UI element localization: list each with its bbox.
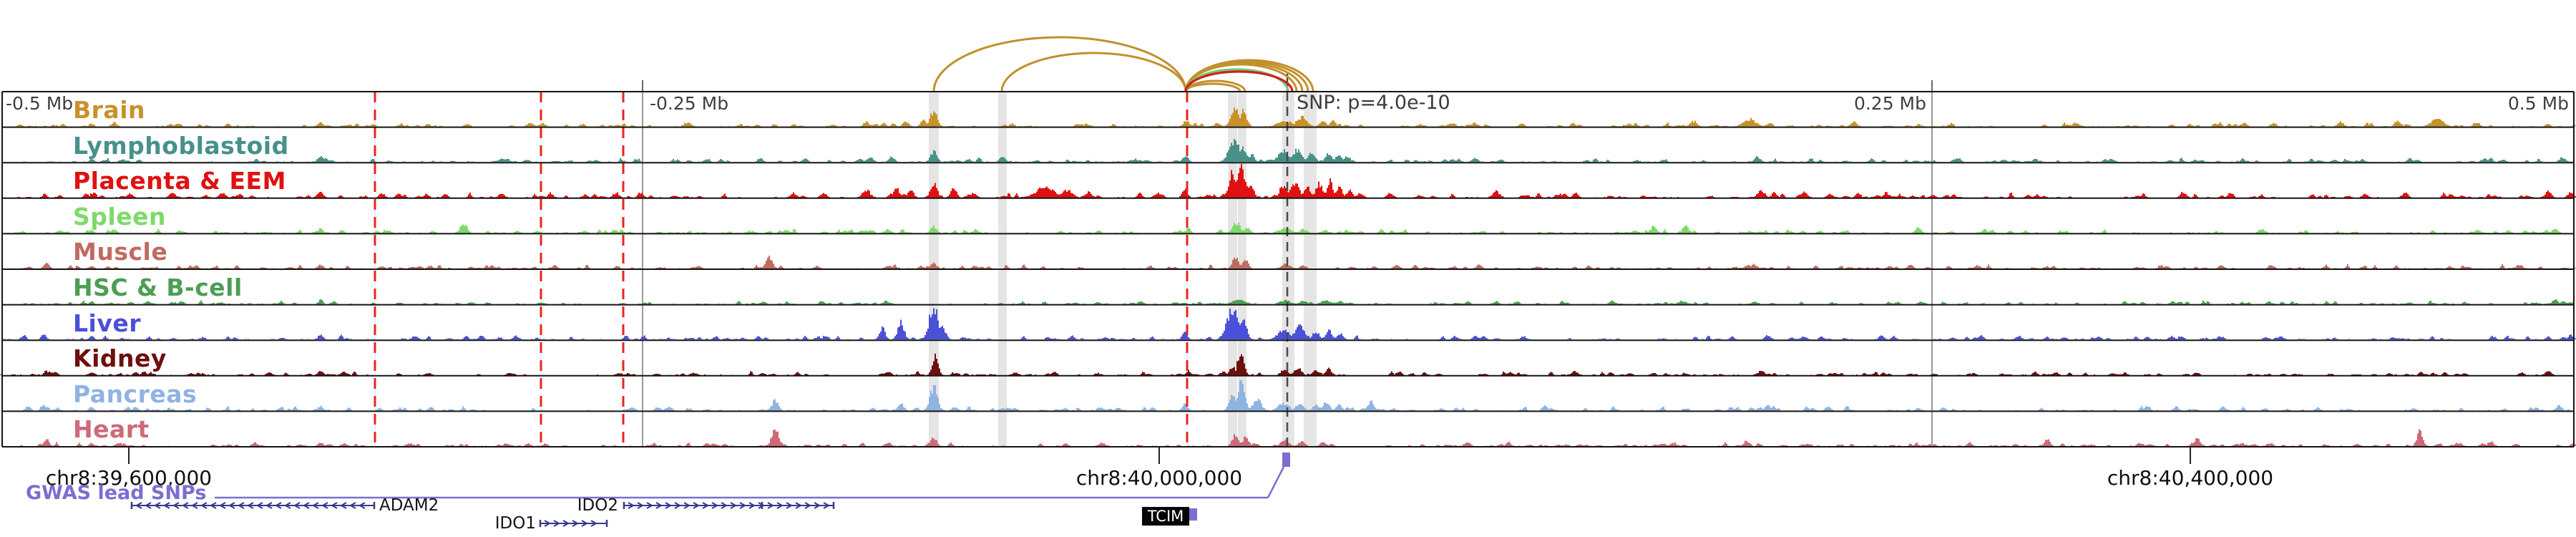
gene-strand-arrow: [153, 502, 161, 509]
gene-strand-arrow: [730, 502, 738, 509]
gene-strand-arrow: [702, 502, 710, 509]
gene-strand-arrow: [330, 502, 338, 509]
track-label-hsc-bcell: HSC & B-cell: [73, 274, 243, 301]
gene-strand-arrow: [628, 502, 635, 509]
gene-strand-arrow: [711, 502, 719, 509]
gene-strand-arrow: [311, 502, 319, 509]
track-label-pancreas: Pancreas: [73, 380, 197, 408]
gene-strand-arrow: [646, 502, 654, 509]
gene-body-tcim: [1189, 508, 1197, 521]
gene-strand-arrow: [209, 502, 217, 509]
gene-strand-arrow: [655, 502, 663, 509]
gene-strand-arrow: [181, 502, 189, 509]
interaction-arc-gold: [1184, 59, 1314, 92]
gene-strand-arrow: [339, 502, 347, 509]
coord-label-right: chr8:40,400,000: [2107, 466, 2274, 490]
gwas-lead-snps-label: GWAS lead SNPs: [26, 482, 207, 504]
gene-label-tcim: TCIM: [1142, 507, 1189, 526]
gene-strand-arrow: [265, 502, 273, 509]
gene-strand-arrow: [302, 502, 310, 509]
gene-strand-arrow: [665, 502, 673, 509]
gene-strand-arrow: [135, 502, 142, 509]
gene-strand-arrow: [823, 502, 831, 509]
gene-strand-arrow: [190, 502, 198, 509]
gene-strand-arrow: [804, 502, 812, 509]
gene-strand-arrow: [293, 502, 301, 509]
gene-strand-arrow: [162, 502, 170, 509]
track-label-muscle: Muscle: [73, 238, 168, 266]
gene-strand-arrow: [172, 502, 180, 509]
gwas-callout-line: [1267, 466, 1285, 498]
gene-strand-arrow: [200, 502, 208, 509]
gwas-snp-marker: [1282, 453, 1290, 467]
gene-strand-arrow: [683, 502, 691, 509]
gene-strand-arrow: [321, 502, 328, 509]
gene-strand-arrow: [553, 520, 561, 527]
interaction-arc-red: [1184, 70, 1294, 92]
gene-strand-arrow: [814, 502, 821, 509]
gene-strand-arrow: [255, 502, 263, 509]
interaction-arc-gold: [932, 36, 1187, 92]
gene-strand-arrow: [590, 520, 598, 527]
track-label-lymphoblastoid: Lymphoblastoid: [73, 132, 289, 160]
track-label-spleen: Spleen: [73, 203, 166, 231]
gene-strand-arrow: [218, 502, 226, 509]
gene-strand-arrow: [721, 502, 728, 509]
gene-strand-arrow: [358, 502, 366, 509]
gene-strand-arrow: [562, 520, 570, 527]
gene-strand-arrow: [228, 502, 235, 509]
gene-strand-arrow: [758, 502, 766, 509]
gene-strand-arrow: [274, 502, 282, 509]
gene-strand-arrow: [776, 502, 784, 509]
gene-strand-arrow: [674, 502, 682, 509]
axis-label-minus-0.25mb: -0.25 Mb: [650, 93, 729, 114]
gene-strand-arrow: [283, 502, 291, 509]
gene-label-adam2: ADAM2: [379, 496, 439, 515]
axis-label-minus-0.5mb: -0.5 Mb: [6, 93, 74, 114]
gene-strand-arrow: [581, 520, 589, 527]
gene-strand-arrow: [748, 502, 756, 509]
coord-label-left: chr8:39,600,000: [45, 466, 213, 490]
coord-label-center: chr8:40,000,000: [1075, 466, 1243, 490]
gene-strand-arrow: [795, 502, 803, 509]
gene-strand-arrow: [637, 502, 645, 509]
axis-label-plus-0.5mb: 0.5 Mb: [2507, 93, 2569, 114]
gene-strand-arrow: [786, 502, 794, 509]
track-label-liver: Liver: [73, 309, 142, 337]
interaction-arc-gold: [1000, 52, 1187, 92]
track-label-placenta-eem: Placenta & EEM: [73, 167, 286, 195]
track-label-brain: Brain: [73, 96, 146, 124]
track-label-kidney: Kidney: [73, 344, 167, 372]
gene-label-ido2: IDO2: [577, 496, 618, 515]
gene-strand-arrow: [544, 520, 552, 527]
gene-strand-arrow: [246, 502, 254, 509]
gene-strand-arrow: [144, 502, 152, 509]
gene-strand-arrow: [572, 520, 580, 527]
gene-strand-arrow: [348, 502, 356, 509]
gene-strand-arrow: [767, 502, 775, 509]
gene-label-ido1: IDO1: [494, 514, 536, 533]
track-label-heart: Heart: [73, 415, 150, 443]
signal-track-hsc-b-cell: [0, 299, 2576, 304]
signal-track-pancreas: [0, 380, 2576, 411]
snp-pvalue-label: SNP: p=4.0e-10: [1297, 92, 1450, 114]
gene-strand-arrow: [693, 502, 701, 509]
interaction-arc-gold: [1184, 79, 1246, 92]
gene-strand-arrow: [739, 502, 747, 509]
axis-label-plus-0.25mb: 0.25 Mb: [1853, 93, 1926, 114]
gene-strand-arrow: [237, 502, 245, 509]
